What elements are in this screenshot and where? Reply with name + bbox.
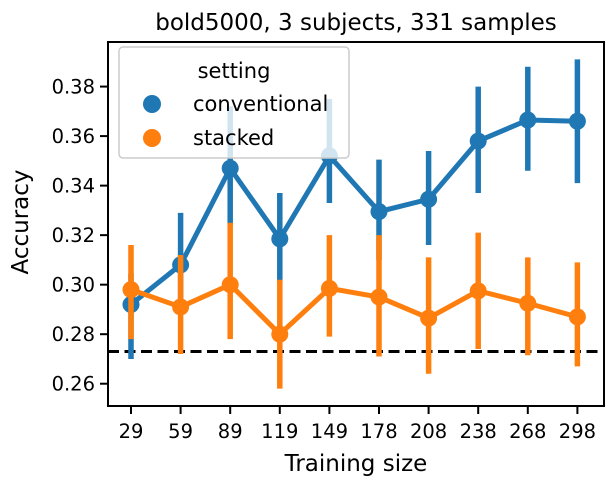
x-tick-label: 89 bbox=[218, 420, 243, 443]
x-axis-label: Training size bbox=[284, 451, 428, 477]
legend-marker-stacked bbox=[143, 129, 161, 147]
x-tick-label: 298 bbox=[559, 420, 596, 443]
x-tick-label: 238 bbox=[460, 420, 497, 443]
point-stacked bbox=[122, 281, 140, 299]
axes-frame bbox=[107, 41, 605, 407]
point-conventional bbox=[568, 112, 586, 130]
x-tick-label: 119 bbox=[261, 420, 298, 443]
point-conventional bbox=[370, 203, 388, 221]
point-stacked bbox=[172, 298, 190, 316]
y-tick-label: 0.32 bbox=[52, 224, 95, 247]
point-conventional bbox=[469, 132, 487, 150]
line-stacked bbox=[130, 282, 579, 337]
x-tick-label: 59 bbox=[168, 420, 193, 443]
line-conventional bbox=[129, 117, 578, 307]
chart-title: bold5000, 3 subjects, 331 samples bbox=[155, 10, 557, 36]
point-stacked bbox=[221, 276, 239, 294]
y-tick-label: 0.26 bbox=[52, 373, 95, 396]
point-conventional bbox=[221, 159, 239, 177]
legend-label-stacked: stacked bbox=[193, 126, 274, 150]
point-conventional bbox=[420, 190, 438, 208]
y-tick-label: 0.30 bbox=[52, 274, 95, 297]
x-tick-label: 268 bbox=[509, 420, 546, 443]
point-stacked bbox=[420, 309, 438, 327]
x-tick-label: 208 bbox=[410, 420, 447, 443]
point-stacked bbox=[370, 288, 388, 306]
point-stacked bbox=[568, 308, 586, 326]
point-conventional bbox=[519, 111, 537, 129]
y-tick-label: 0.28 bbox=[52, 323, 95, 346]
x-tick-label: 178 bbox=[360, 420, 397, 443]
plot-area: 0.26 0.28 0.30 0.32 0.34 0.36 0.38 29 59 89 119 149… bbox=[52, 41, 605, 443]
y-axis-label: Accuracy bbox=[8, 169, 34, 274]
point-stacked bbox=[519, 294, 537, 312]
legend-box bbox=[118, 46, 350, 159]
y-tick-label: 0.36 bbox=[52, 125, 95, 148]
point-stacked bbox=[320, 279, 338, 297]
point-conventional bbox=[271, 230, 289, 248]
legend-marker-conventional bbox=[143, 95, 161, 113]
x-tick-label: 29 bbox=[119, 420, 144, 443]
legend-title: setting bbox=[198, 59, 271, 83]
point-stacked bbox=[271, 325, 289, 343]
y-tick-label: 0.34 bbox=[52, 175, 95, 198]
series-stacked bbox=[122, 222, 586, 389]
legend: setting conventional stacked bbox=[118, 46, 350, 159]
x-tick-label: 149 bbox=[311, 420, 348, 443]
y-tick-label: 0.38 bbox=[52, 76, 95, 99]
legend-label-conventional: conventional bbox=[193, 92, 328, 116]
point-stacked bbox=[469, 282, 487, 300]
